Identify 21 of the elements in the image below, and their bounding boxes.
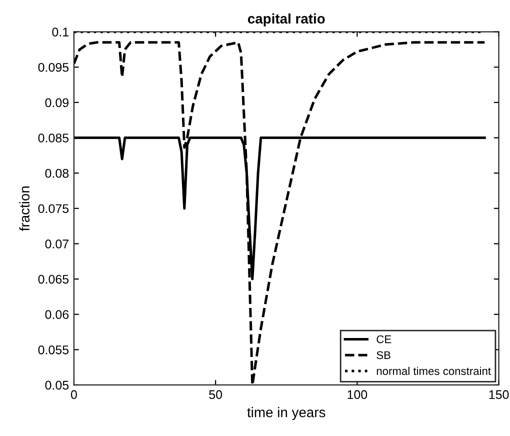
y-tick-label: 0.09	[45, 98, 68, 108]
y-tick-label: 0.065	[38, 274, 69, 284]
y-tick-label: 0.095	[38, 62, 69, 72]
x-tick-label: 150	[489, 390, 509, 400]
legend-label: SB	[376, 351, 390, 360]
x-axis-title: time in years	[247, 407, 326, 420]
chart-title: capital ratio	[248, 13, 325, 26]
y-axis-title: fraction	[19, 186, 30, 231]
x-tick-label: 0	[70, 390, 77, 400]
y-tick-label: 0.075	[38, 204, 69, 214]
y-tick-label: 0.055	[38, 345, 69, 354]
x-tick-label: 100	[348, 390, 368, 400]
y-tick-label: 0.08	[45, 168, 69, 178]
y-tick-label: 0.1	[52, 28, 68, 36]
legend-label: normal times constraint	[376, 366, 491, 376]
y-tick-label: 0.06	[45, 310, 69, 320]
y-tick-label: 0.07	[45, 240, 68, 248]
y-tick-label: 0.05	[45, 380, 69, 390]
legend-label: CE	[376, 335, 392, 344]
x-tick-label: 50	[209, 390, 222, 400]
y-tick-label: 0.085	[38, 134, 69, 142]
